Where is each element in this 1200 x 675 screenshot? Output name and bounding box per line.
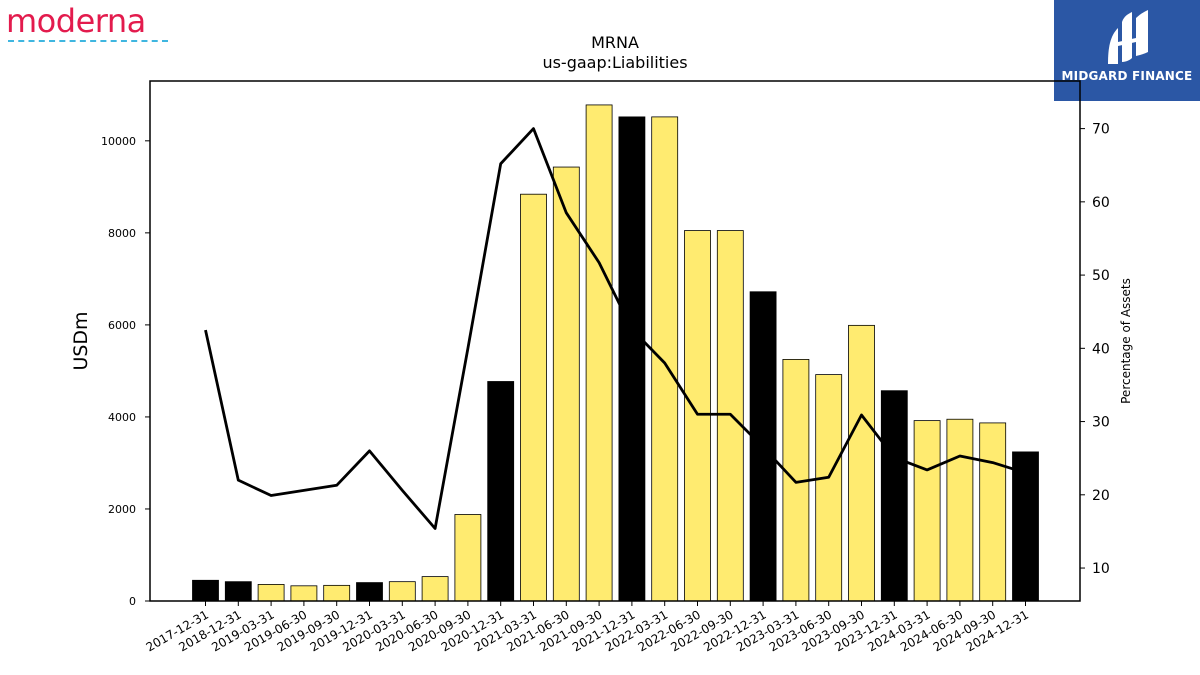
bar-annual (192, 579, 219, 602)
y-tick-label: 6000 (108, 319, 136, 332)
y-axis-label: USDm (70, 311, 92, 370)
left-y-axis: 0 2000 4000 6000 8000 10000 (101, 135, 150, 608)
bar-annual (880, 390, 908, 602)
percentage-line (204, 127, 1026, 530)
y2-tick-label: 70 (1092, 122, 1110, 138)
y2-tick-label: 40 (1092, 341, 1110, 357)
bar-annual (1012, 451, 1039, 602)
moderna-logo-text: moderna (6, 2, 146, 40)
bar-quarterly (913, 420, 941, 602)
y-tick-label: 0 (129, 595, 136, 608)
percentage-line-series (204, 127, 1026, 530)
bar-quarterly (815, 374, 843, 602)
x-axis: 2017-12-312018-12-312019-03-312019-06-30… (144, 601, 1031, 654)
bar-quarterly (979, 422, 1007, 602)
y2-tick-label: 60 (1092, 195, 1110, 211)
bar-quarterly (520, 193, 547, 602)
bar-annual (224, 581, 252, 602)
bar-quarterly (454, 514, 482, 602)
midgard-finance-logo: MIDGARD FINANCE (1054, 0, 1200, 101)
midgard-logo-text: MIDGARD FINANCE (1061, 69, 1193, 83)
y2-tick-label: 10 (1092, 561, 1110, 577)
y-tick-label: 2000 (108, 503, 136, 516)
bar-quarterly (946, 418, 974, 602)
bar-quarterly (585, 104, 613, 602)
bar-quarterly (421, 576, 449, 602)
chart-title: MRNA (591, 33, 639, 52)
bar-quarterly (388, 581, 416, 602)
bar-series (192, 104, 1039, 602)
bar-quarterly (684, 230, 711, 602)
bar-quarterly (290, 585, 318, 602)
bar-annual (487, 381, 515, 602)
y2-tick-label: 50 (1092, 268, 1110, 284)
y2-axis-label: Percentage of Assets (1119, 278, 1133, 404)
y-tick-label: 8000 (108, 227, 136, 240)
bar-quarterly (552, 166, 580, 602)
bar-quarterly (257, 584, 285, 602)
y-tick-label: 4000 (108, 411, 136, 424)
moderna-logo: moderna (6, 2, 176, 47)
bar-annual (618, 116, 646, 602)
y2-tick-label: 20 (1092, 488, 1110, 504)
y-tick-label: 10000 (101, 135, 136, 148)
midgard-emblem-icon (1108, 10, 1148, 64)
plot-frame (149, 80, 1081, 602)
y2-tick-label: 30 (1092, 415, 1110, 431)
right-y-axis: 10 20 30 40 50 60 70 (1080, 122, 1110, 577)
bar-annual (356, 582, 383, 602)
bar-quarterly (323, 584, 351, 602)
bar-quarterly (848, 324, 875, 602)
bar-quarterly (651, 116, 679, 602)
moderna-logo-underline (8, 40, 168, 42)
chart-subtitle: us-gaap:Liabilities (542, 53, 687, 72)
